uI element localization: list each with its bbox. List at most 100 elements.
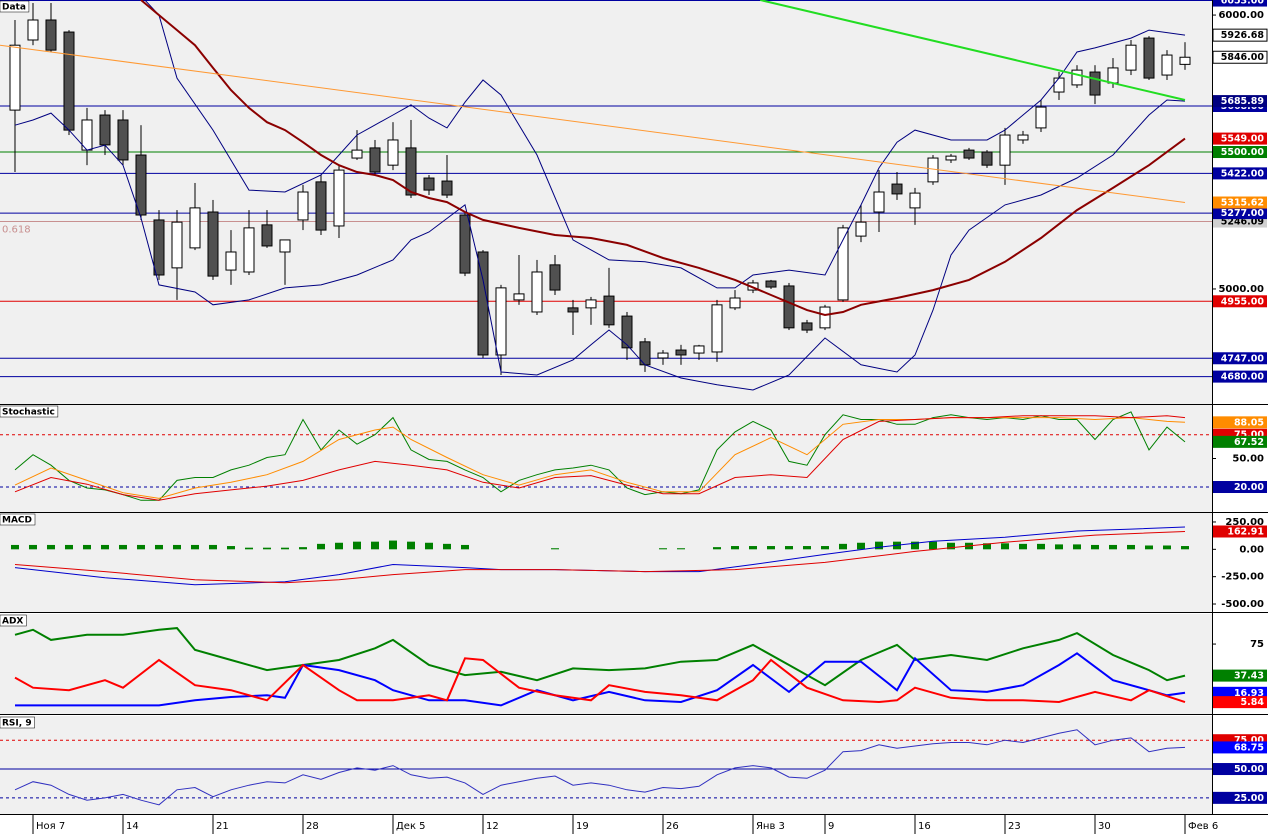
histogram-bar bbox=[226, 546, 235, 550]
histogram-bar bbox=[928, 541, 937, 550]
histogram-bar bbox=[676, 548, 685, 550]
y-tick-label: 0.00 bbox=[1239, 544, 1264, 555]
x-tick-label: 21 bbox=[216, 821, 229, 832]
value-box-label: 4955.00 bbox=[1221, 296, 1265, 307]
candle-body bbox=[189, 207, 201, 249]
candle-body bbox=[711, 304, 723, 353]
value-box-label: 5685.89 bbox=[1221, 96, 1264, 107]
value-box-label: 20.00 bbox=[1234, 482, 1264, 493]
candle-body bbox=[999, 134, 1011, 166]
candle-body bbox=[27, 19, 39, 41]
y-tick-label: 5000.00 bbox=[1218, 284, 1264, 295]
panel-title: Data bbox=[2, 3, 26, 13]
candle-body bbox=[819, 306, 831, 329]
histogram-bar bbox=[658, 548, 667, 550]
histogram-bar bbox=[1072, 544, 1081, 550]
value-box-label: 5549.00 bbox=[1221, 134, 1265, 145]
panel-title: RSI, 9 bbox=[2, 719, 32, 729]
panel bbox=[0, 729, 1212, 806]
value-box bbox=[1213, 791, 1267, 804]
candle-body bbox=[1107, 67, 1119, 84]
candle-body bbox=[621, 315, 633, 349]
panel bbox=[0, 0, 1212, 391]
value-box bbox=[1213, 525, 1267, 538]
panel-background bbox=[0, 716, 1212, 814]
candle-body bbox=[657, 352, 669, 359]
histogram-bar bbox=[1000, 543, 1009, 550]
y-tick-label: 6000.00 bbox=[1218, 10, 1264, 21]
panel-title-bg bbox=[0, 614, 27, 627]
histogram-bar bbox=[334, 542, 343, 550]
histogram-bar bbox=[406, 541, 415, 550]
candle-body bbox=[423, 177, 435, 191]
value-box-label: 162.91 bbox=[1227, 526, 1264, 537]
candle-body bbox=[153, 219, 165, 276]
histogram-bar bbox=[10, 544, 19, 550]
histogram-bar bbox=[370, 541, 379, 550]
histogram-bar bbox=[874, 541, 883, 550]
histogram-bar bbox=[982, 543, 991, 550]
series-line bbox=[14, 411, 1186, 501]
histogram-bar bbox=[1090, 544, 1099, 550]
x-tick-label: 19 bbox=[576, 821, 589, 832]
series-line bbox=[15, 652, 1186, 707]
candle-body bbox=[603, 295, 615, 326]
candle-body bbox=[837, 227, 849, 301]
value-box bbox=[1213, 146, 1267, 159]
histogram-bar bbox=[82, 544, 91, 550]
histogram-bar bbox=[424, 542, 433, 550]
value-box bbox=[1213, 686, 1267, 699]
value-box bbox=[1213, 435, 1267, 448]
candle-body bbox=[801, 322, 813, 331]
histogram-bar bbox=[100, 544, 109, 550]
series-line bbox=[144, 0, 1186, 289]
histogram-bar bbox=[946, 542, 955, 550]
series-line bbox=[14, 417, 1186, 499]
candle-body bbox=[963, 149, 975, 159]
panel bbox=[14, 627, 1186, 707]
histogram-bar bbox=[118, 544, 127, 550]
series-line bbox=[759, 0, 1186, 101]
candle-body bbox=[945, 155, 957, 161]
candle-body bbox=[1161, 54, 1173, 76]
candle-body bbox=[63, 31, 75, 131]
histogram-bar bbox=[856, 542, 865, 550]
histogram-bar bbox=[352, 541, 361, 550]
candle-body bbox=[261, 224, 273, 247]
histogram-bar bbox=[820, 546, 829, 550]
panel-background bbox=[0, 513, 1212, 612]
candle-body bbox=[783, 285, 795, 329]
series-line bbox=[14, 99, 1186, 391]
x-tick-label: 12 bbox=[486, 821, 499, 832]
series-line bbox=[14, 415, 1186, 501]
histogram-bar bbox=[1018, 543, 1027, 550]
panel bbox=[10, 526, 1189, 586]
value-box bbox=[1213, 763, 1267, 776]
histogram-bar bbox=[1162, 545, 1171, 550]
histogram-bar bbox=[154, 544, 163, 550]
candle-body bbox=[297, 191, 309, 221]
histogram-bar bbox=[64, 544, 73, 550]
x-tick-label: 16 bbox=[918, 821, 931, 832]
histogram-bar bbox=[208, 544, 217, 550]
y-tick-label: 50.00 bbox=[1232, 454, 1264, 465]
panel-title: ADX bbox=[2, 617, 23, 627]
candle-body bbox=[675, 349, 687, 356]
x-tick-label: 14 bbox=[126, 821, 139, 832]
x-tick-label: 30 bbox=[1098, 821, 1111, 832]
value-box bbox=[1213, 741, 1267, 754]
candle-body bbox=[1035, 106, 1047, 129]
value-box-label: 37.43 bbox=[1234, 671, 1264, 682]
histogram-bar bbox=[1108, 544, 1117, 550]
candle-body bbox=[1017, 134, 1029, 141]
level-text: 0.618 bbox=[2, 225, 31, 236]
histogram-bar bbox=[1126, 544, 1135, 550]
panel-title-bg bbox=[0, 0, 30, 13]
x-tick-label: 26 bbox=[666, 821, 679, 832]
candle-body bbox=[531, 271, 543, 313]
candle-body bbox=[855, 221, 867, 237]
candle-body bbox=[765, 280, 777, 288]
value-box-label: 5422.00 bbox=[1221, 168, 1265, 179]
candle-body bbox=[117, 119, 129, 161]
candle-body bbox=[333, 169, 345, 227]
